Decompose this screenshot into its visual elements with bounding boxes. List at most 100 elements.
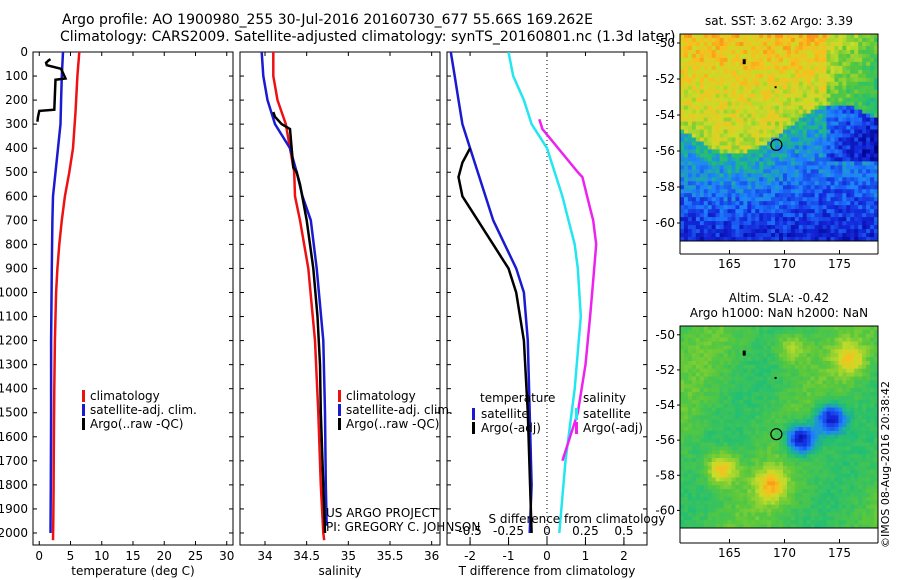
y-tick-label: 1600 [0, 430, 28, 444]
series-line-t-argo-adj- [457, 147, 533, 534]
series-line-s-satellite [507, 52, 583, 534]
argo-position-marker [770, 138, 783, 151]
map-sst_map [677, 33, 879, 255]
legend-label: satellite [481, 407, 529, 421]
y-tick-label: 1100 [0, 310, 28, 324]
series-line-argo-raw-qc- [36, 58, 68, 122]
x-tick-label: 0 [543, 549, 551, 563]
pi-label: PI: GREGORY C. JOHNSON [326, 520, 480, 534]
map-y-tick-label: -58 [655, 468, 675, 482]
legend-label: satellite [583, 407, 631, 421]
title-line-2: Climatology: CARS2009. Satellite-adjuste… [60, 29, 676, 45]
series-line-s-argo-adj- [538, 118, 598, 462]
plot-frame [32, 51, 234, 546]
x-tick-label: 34 [257, 549, 272, 563]
y-tick-label: 100 [5, 69, 28, 83]
legend-label: satellite-adj. clim. [346, 403, 453, 417]
map-title-2: Argo h1000: NaN h2000: NaN [690, 306, 868, 320]
legend-swatch [82, 418, 85, 430]
map-y-tick-label: -60 [655, 216, 675, 230]
legend-swatch [575, 422, 578, 434]
map-title: Altim. SLA: -0.42 [729, 291, 829, 305]
x-tick-label: 10 [94, 549, 109, 563]
y-tick-label: 1800 [0, 478, 28, 492]
series-group [449, 52, 598, 545]
series-line-satellite-adj-clim- [260, 52, 328, 526]
imos-stamp: ©IMOS 08-Aug-2016 20:38:42 [879, 381, 892, 548]
map-y-tick-label: -54 [655, 398, 675, 412]
x-axis-label: T difference from climatology [458, 564, 636, 578]
argo-position-marker [770, 428, 783, 441]
map-y-tick-label: -56 [655, 144, 675, 158]
x-tick-label: -1 [503, 549, 515, 563]
map-x-tick-label: 175 [828, 546, 851, 560]
map-sla_map [677, 325, 879, 544]
legend-label: climatology [90, 389, 160, 403]
s-tick-label: 0.5 [614, 524, 633, 538]
map-y-tick-label: -58 [655, 180, 675, 194]
x-tick-label: 34.5 [293, 549, 320, 563]
legend-title-temperature: temperature [480, 391, 555, 405]
x-tick-label: -2 [464, 549, 476, 563]
y-tick-label: 0 [20, 45, 28, 59]
x-tick-label: 5 [67, 549, 75, 563]
y-tick-label: 700 [5, 213, 28, 227]
map-x-tick-label: 165 [718, 257, 741, 271]
legend-swatch [472, 408, 475, 420]
legend-title-salinity: salinity [583, 391, 626, 405]
legend-swatch [82, 390, 85, 402]
y-tick-label: 1000 [0, 285, 28, 299]
x-tick-label: 35 [341, 549, 356, 563]
island-mark [742, 59, 746, 65]
y-tick-label: 1400 [0, 382, 28, 396]
legend-swatch [338, 404, 341, 416]
y-tick-label: 500 [5, 165, 28, 179]
project-label: US ARGO PROJECT [326, 506, 438, 520]
x-tick-label: 2 [620, 549, 628, 563]
series-line-t-satellite [449, 52, 533, 534]
x-tick-label: 1 [582, 549, 590, 563]
y-tick-label: 800 [5, 237, 28, 251]
map-cells [680, 326, 879, 529]
profile-panel-salinity [239, 51, 441, 546]
s-axis-label: S difference from climatology [489, 512, 666, 526]
map-x-tick-label: 170 [773, 257, 796, 271]
map-frame [679, 325, 879, 529]
profile-panel-temperature [32, 51, 234, 546]
y-tick-label: 1300 [0, 358, 28, 372]
map-x-tick-label: 165 [718, 546, 741, 560]
legend-label: satellite-adj. clim. [90, 403, 197, 417]
y-tick-label: 2000 [0, 526, 28, 540]
legend-label: Argo(-adj) [481, 421, 541, 435]
island-mark [774, 376, 777, 379]
series-line-climatology [272, 52, 326, 541]
s-tick-label: -0.5 [458, 524, 481, 538]
x-tick-label: 30 [219, 549, 234, 563]
s-tick-label: 0.25 [572, 524, 599, 538]
y-tick-label: 200 [5, 93, 28, 107]
map-y-tick-label: -56 [655, 433, 675, 447]
x-tick-label: 15 [125, 549, 140, 563]
map-cells [680, 34, 879, 242]
map-y-tick-label: -50 [655, 36, 675, 50]
x-tick-label: 20 [157, 549, 172, 563]
series-line-climatology [51, 52, 81, 541]
series-group [260, 52, 328, 541]
profile-panel-differences [446, 51, 648, 546]
legend-label: climatology [346, 389, 416, 403]
x-tick-label: 36 [424, 549, 439, 563]
island-mark [742, 350, 746, 356]
s-tick-label: 0 [543, 524, 551, 538]
x-axis-label: temperature (deg C) [71, 564, 194, 578]
map-y-tick-label: -50 [655, 328, 675, 342]
series-line-satellite-adj-clim- [49, 52, 65, 534]
map-y-tick-label: -52 [655, 72, 675, 86]
legend-swatch [472, 422, 475, 434]
y-tick-label: 900 [5, 261, 28, 275]
x-tick-label: 25 [188, 549, 203, 563]
map-frame [679, 33, 879, 242]
legend-swatch [575, 408, 578, 420]
map-y-tick-label: -54 [655, 108, 675, 122]
y-tick-label: 1500 [0, 406, 28, 420]
map-x-tick-label: 175 [828, 257, 851, 271]
